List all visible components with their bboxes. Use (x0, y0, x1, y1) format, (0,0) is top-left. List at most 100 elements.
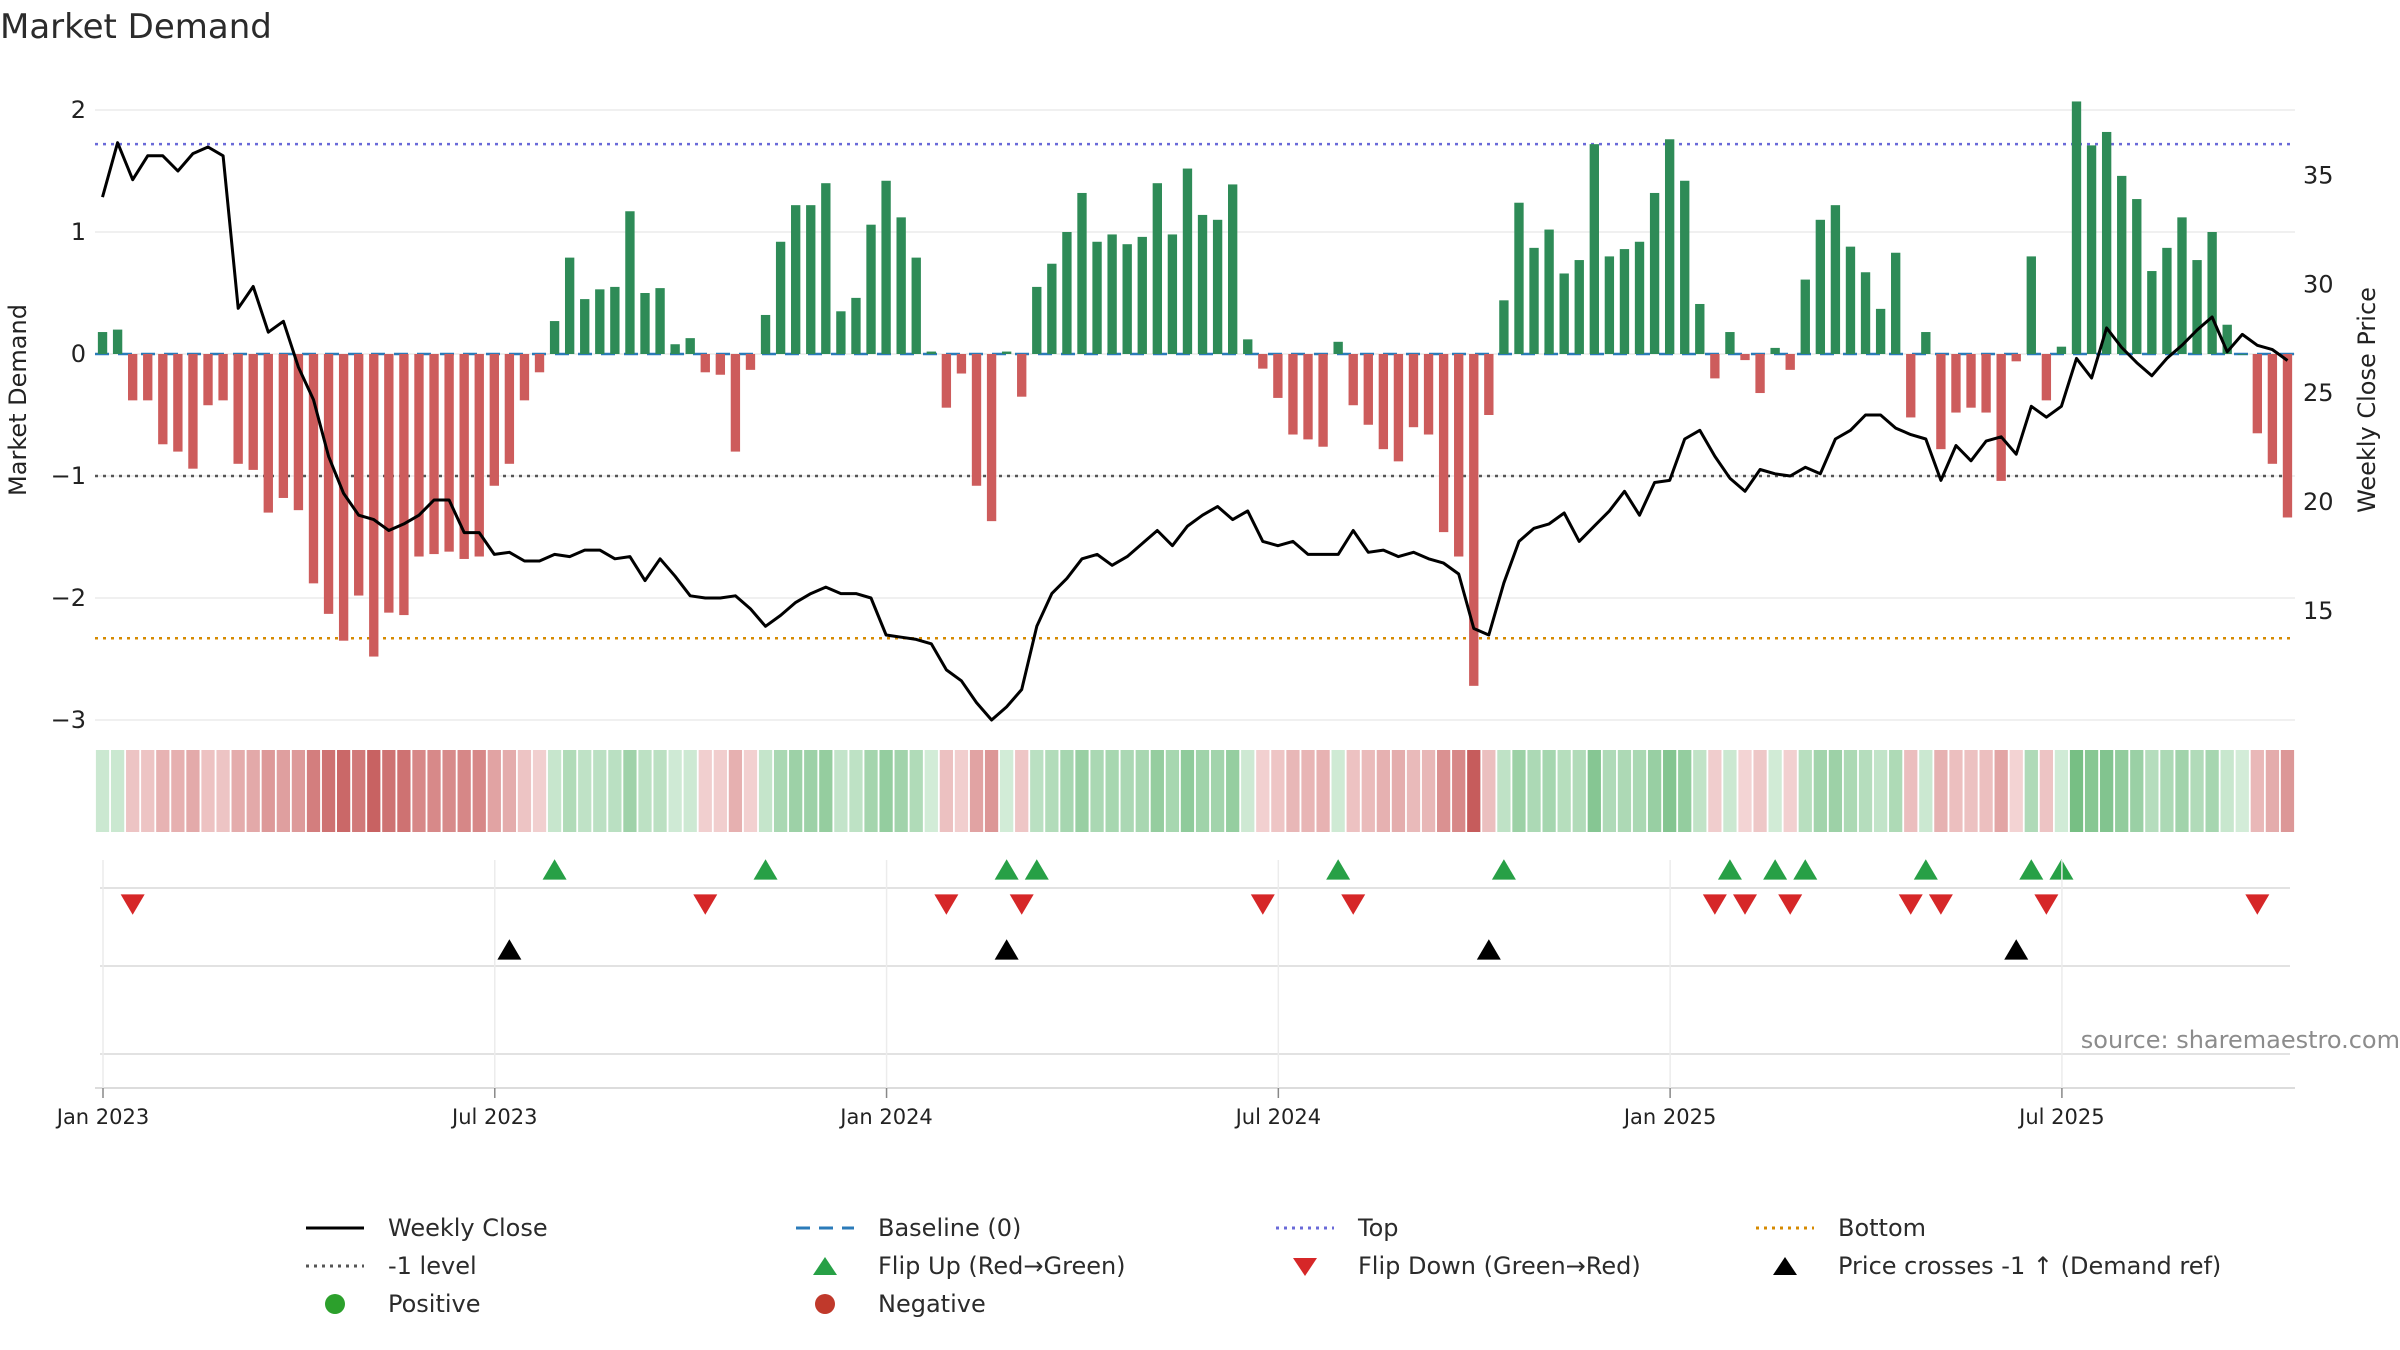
left-tick-label: −2 (51, 584, 86, 612)
heat-cell (849, 750, 863, 832)
demand-bar (986, 354, 997, 522)
right-tick-label: 25 (2303, 379, 2334, 407)
flip-down-marker (1702, 894, 1727, 915)
heat-cell (532, 750, 547, 832)
heat-cell (623, 750, 637, 832)
heat-cell (1105, 750, 1119, 832)
heat-cell (2130, 750, 2144, 832)
demand-bar (2177, 217, 2187, 354)
legend-symbol (1773, 1257, 1797, 1275)
x-tick-label: Jan 2025 (1622, 1105, 1717, 1129)
demand-bar (1152, 183, 1162, 354)
heat-cell (758, 750, 773, 832)
demand-bar (369, 354, 379, 657)
heat-cell (95, 750, 110, 832)
demand-bar (1137, 236, 1147, 354)
heat-cell (1813, 750, 1827, 832)
heat-cell (2039, 750, 2053, 832)
demand-bar (489, 354, 499, 486)
heat-cell (1060, 750, 1074, 832)
demand-bar (1318, 354, 1328, 447)
legend-symbol (1293, 1258, 1317, 1276)
heat-cell (2024, 750, 2038, 832)
heat-cell (1256, 750, 1270, 832)
right-tick-label: 35 (2303, 161, 2334, 189)
demand-bar (1680, 180, 1690, 354)
x-tick-label: Jan 2024 (838, 1105, 933, 1129)
heat-cell (382, 750, 396, 832)
demand-bar (670, 344, 680, 354)
heat-cell (1587, 750, 1601, 832)
heat-cell (939, 750, 953, 832)
heat-cell (1331, 750, 1345, 832)
demand-bar (519, 354, 530, 401)
left-tick-label: 0 (71, 340, 86, 368)
heat-cell (276, 750, 290, 832)
demand-bar (911, 257, 921, 354)
heat-cell (1617, 750, 1632, 832)
demand-bar (143, 354, 153, 401)
legend-label: Negative (878, 1290, 986, 1318)
heat-cell (984, 750, 999, 832)
legend-label: Flip Up (Red→Green) (878, 1252, 1126, 1280)
demand-bar (338, 354, 349, 641)
demand-bar (821, 183, 831, 354)
demand-bar (278, 354, 289, 498)
demand-bar (2267, 354, 2278, 464)
demand-bar (384, 354, 394, 613)
heat-cell (1015, 750, 1029, 832)
heat-cell (804, 750, 818, 832)
heat-cell (789, 750, 803, 832)
demand-bar (1017, 354, 1027, 397)
legend-symbol (815, 1294, 835, 1314)
demand-bar (564, 257, 575, 354)
demand-bar (1845, 246, 1856, 354)
heat-cell (1241, 750, 1255, 832)
demand-bar (1288, 354, 1298, 435)
heat-cell (2115, 750, 2129, 832)
demand-bar (1122, 244, 1132, 354)
demand-heat-strip (95, 750, 2295, 832)
heat-cell (2220, 750, 2234, 832)
flip-down-marker (2034, 894, 2059, 915)
heat-cell (216, 750, 230, 832)
legend-symbol (813, 1257, 837, 1275)
heat-cell (246, 750, 260, 832)
legend-item-flip-up: Flip Up (Red→Green) (790, 1248, 1126, 1284)
right-tick-label: 20 (2303, 488, 2334, 516)
demand-bar (2222, 324, 2232, 354)
legend-item-top: Top (1270, 1210, 1399, 1246)
flip-up-marker (1024, 859, 1049, 880)
heat-cell (352, 750, 366, 832)
heat-cell (1045, 750, 1059, 832)
heat-cell (1798, 750, 1812, 832)
demand-bar (1996, 354, 2006, 481)
heat-cell (1226, 750, 1240, 832)
heat-cell (969, 750, 984, 832)
heat-cell (1361, 750, 1375, 832)
heat-cell (1316, 750, 1330, 832)
legend-item-flip-down: Flip Down (Green→Red) (1270, 1248, 1641, 1284)
demand-bar (625, 211, 635, 354)
legend-label: -1 level (388, 1252, 477, 1280)
demand-bar (1951, 354, 1961, 413)
heat-cell (397, 750, 411, 832)
legend-symbol (1276, 1226, 1334, 1230)
demand-bar (1047, 263, 1057, 354)
heat-cell (2160, 750, 2174, 832)
heat-cell (1135, 750, 1149, 832)
demand-bar (1258, 354, 1268, 369)
demand-bar (1408, 354, 1419, 428)
flip-down-marker (1009, 894, 1034, 915)
demand-bar (549, 321, 560, 354)
demand-bar (2192, 260, 2202, 354)
heat-cell (1828, 750, 1843, 832)
heat-cell (306, 750, 321, 832)
heat-cell (2145, 750, 2159, 832)
demand-bar (2026, 256, 2036, 354)
demand-bar (504, 354, 515, 464)
flip-up-marker (1763, 859, 1788, 880)
heat-cell (1889, 750, 1903, 832)
demand-bar (2056, 346, 2067, 354)
